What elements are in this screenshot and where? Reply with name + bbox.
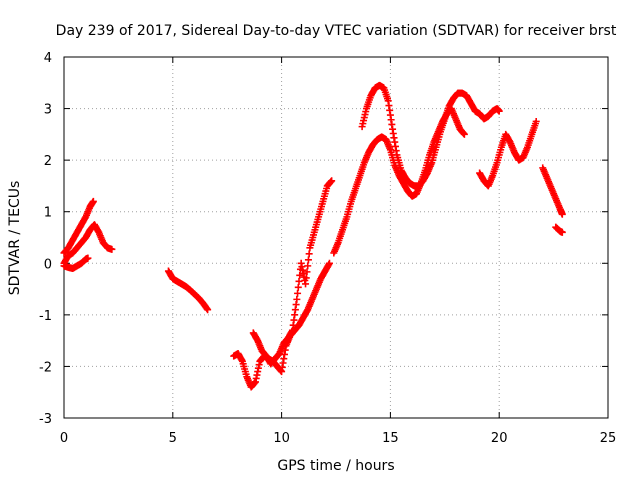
data-point [302, 280, 310, 288]
data-point [293, 295, 301, 303]
y-tick-label: 2 [44, 154, 52, 169]
x-tick-label: 5 [169, 431, 177, 446]
x-tick-label: 15 [382, 431, 399, 446]
data-point [296, 271, 304, 279]
x-axis-label: GPS time / hours [277, 458, 394, 474]
data-point [108, 245, 116, 253]
data-point [558, 228, 566, 236]
data-point [304, 256, 312, 264]
data-point [294, 283, 302, 291]
x-tick-label: 20 [491, 431, 508, 446]
chart-title: Day 239 of 2017, Sidereal Day-to-day VTE… [56, 23, 617, 39]
data-point [325, 259, 333, 267]
y-tick-label: -2 [39, 360, 52, 375]
x-tick-label: 0 [60, 431, 68, 446]
y-tick-label: 4 [44, 51, 52, 66]
data-point [303, 268, 311, 276]
data-point [295, 277, 303, 285]
data-point [305, 250, 313, 258]
data-point [302, 274, 310, 282]
axis-ticks [63, 56, 609, 419]
data-point [294, 289, 302, 297]
data-point [495, 107, 503, 115]
data-points [60, 81, 566, 391]
y-tick-label: -3 [39, 412, 52, 427]
x-tick-label: 25 [600, 431, 617, 446]
plot-frame [63, 56, 609, 419]
data-point [328, 177, 336, 185]
data-point [84, 254, 92, 262]
data-point [304, 262, 312, 270]
y-tick-label: 1 [44, 206, 52, 221]
data-point [532, 117, 540, 125]
y-tick-label: 3 [44, 103, 52, 118]
data-point [460, 130, 468, 138]
grid [64, 57, 608, 418]
x-tick-labels: 0 5 10 15 20 25 [60, 431, 616, 446]
y-axis-label: SDTVAR / TECUs [7, 181, 23, 296]
data-point [558, 210, 566, 218]
data-point [204, 306, 212, 314]
y-tick-labels: -3 -2 -1 0 1 2 3 4 [39, 51, 52, 427]
data-point [89, 197, 97, 205]
y-tick-label: -1 [39, 309, 52, 324]
x-tick-label: 10 [273, 431, 290, 446]
y-tick-label: 0 [44, 257, 52, 272]
